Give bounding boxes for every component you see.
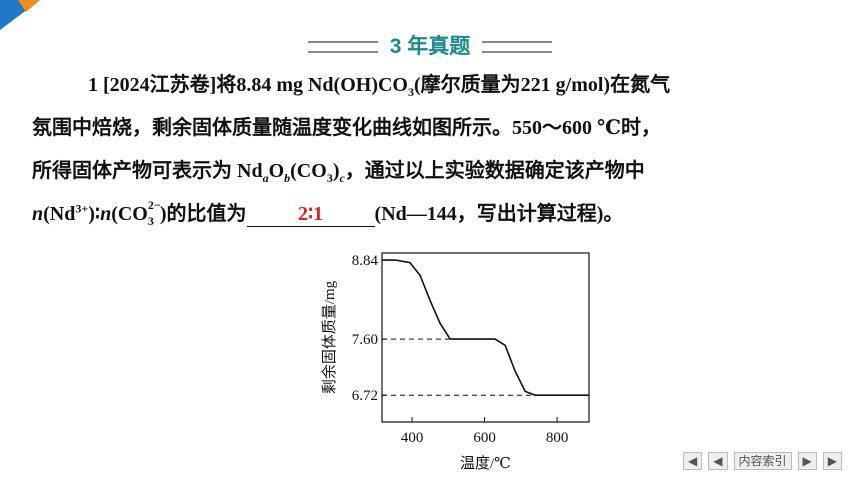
superscript: 2− xyxy=(147,198,161,212)
prev-button[interactable]: ◀ xyxy=(708,452,728,470)
answer: 2∶1 xyxy=(246,201,375,227)
y-tick-label: 7.60 xyxy=(352,332,378,348)
subscript: b xyxy=(284,171,291,185)
text: n xyxy=(32,203,44,225)
y-axis-label: 剩余固体质量/mg xyxy=(320,280,338,394)
text: 所得固体产物可表示为 Nd xyxy=(32,160,263,182)
subscript: a xyxy=(262,171,269,185)
x-axis-label: 温度/℃ xyxy=(460,455,511,472)
curve xyxy=(382,259,589,397)
text: n xyxy=(100,203,112,225)
text: (CO xyxy=(290,160,327,182)
text: (摩尔质量为221 g/mol)在氮气 xyxy=(413,74,671,96)
y-tick-label: 8.84 xyxy=(352,253,379,269)
section-header: 3 年真题 xyxy=(0,30,860,60)
text: ，通过以上实验数据确定该产物中 xyxy=(344,160,645,182)
text: (Nd xyxy=(43,203,76,225)
corner-decoration xyxy=(0,0,40,30)
text-line: 氛围中焙烧，剩余固体质量随温度变化曲线如图所示。550～600 ℃时， xyxy=(32,111,661,140)
superscript: 3+ xyxy=(75,201,89,216)
x-tick-label: 800 xyxy=(546,430,569,446)
header-title: 3 年真题 xyxy=(389,35,471,58)
subscript: 3 xyxy=(326,171,333,185)
text: )∶ xyxy=(88,203,101,225)
last-button[interactable]: ▶ xyxy=(822,452,842,470)
subscript: 3 xyxy=(147,214,154,228)
first-button[interactable]: ◀ xyxy=(683,452,703,470)
y-tick-label: 6.72 xyxy=(352,388,378,404)
text: (CO xyxy=(111,203,148,225)
navigation: ◀ ◀ 内容索引 ▶ ▶ xyxy=(683,452,842,470)
text-line: 所得固体产物可表示为 NdaOb(CO3)c，通过以上实验数据确定该产物中 xyxy=(32,154,645,186)
index-button[interactable]: 内容索引 xyxy=(733,452,792,470)
x-tick-label: 400 xyxy=(401,430,424,446)
next-button[interactable]: ▶ xyxy=(797,452,817,470)
text: O xyxy=(268,160,285,182)
text-line: 1 [2024江苏卷]将8.84 mg Nd(OH)CO3(摩尔质量为221 g… xyxy=(88,68,670,100)
text: (Nd—144，写出计算过程)。 xyxy=(374,203,624,225)
x-tick-label: 600 xyxy=(473,430,496,446)
text: )的比值为 xyxy=(159,203,247,225)
text-line: n(Nd3+)∶n(CO 2− 3)的比值为 2∶1 (Nd—144，写出计算过程)。 xyxy=(32,197,624,228)
subscript: 3 xyxy=(407,85,414,99)
text: ) xyxy=(332,160,340,182)
plot-frame xyxy=(381,252,590,423)
subscript: c xyxy=(339,171,345,185)
text: 氛围中焙烧，剩余固体质量随温度变化曲线如图所示。550～600 ℃时， xyxy=(32,117,661,139)
text: 1 [2024江苏卷]将8.84 mg Nd(OH)CO xyxy=(88,74,408,96)
